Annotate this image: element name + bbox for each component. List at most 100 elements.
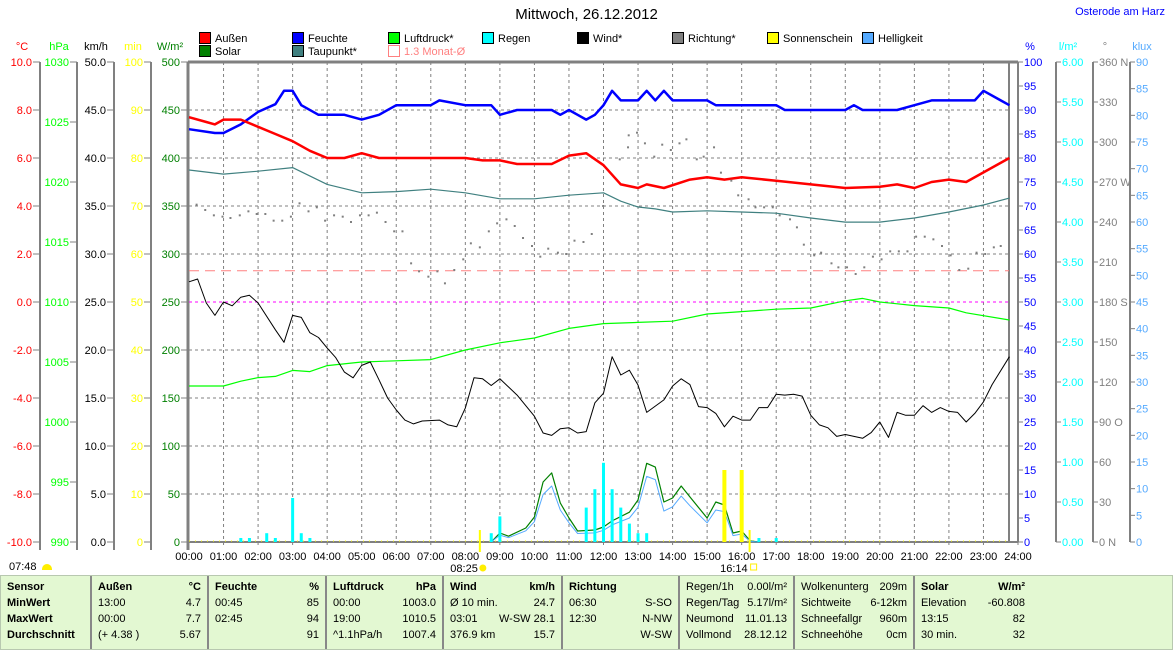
y-tick-label-pressure: 1020	[45, 177, 69, 189]
x-tick-label: 05:00	[348, 551, 376, 563]
cell-value: 1010.5	[402, 613, 436, 625]
y-tick-label-humidity: 30	[1024, 393, 1036, 405]
table-header-row: Außen °C	[98, 579, 201, 595]
axis-unit-wind: km/h	[84, 41, 108, 53]
point-richtung	[453, 269, 456, 271]
legend-swatch	[199, 45, 211, 57]
cell-label: 00:45	[215, 597, 243, 609]
x-tick-label: 21:00	[901, 551, 929, 563]
y-tick-label-humidity: 70	[1024, 201, 1036, 213]
point-richtung	[247, 210, 250, 213]
y-tick-label-humidity: 10	[1024, 489, 1036, 501]
point-richtung	[975, 251, 978, 254]
point-richtung	[820, 251, 823, 254]
point-richtung	[264, 213, 267, 215]
table-row: (+ 4.38 ) 5.67	[98, 627, 201, 643]
cell-value: 4.7	[185, 597, 201, 609]
point-richtung	[427, 275, 430, 278]
table-row: Sichtweite 6-12km	[801, 595, 907, 611]
table-row: Vollmond 28.12.12	[686, 627, 787, 643]
point-richtung	[298, 202, 301, 205]
axis-unit-direction: °	[1103, 41, 1107, 53]
cell-value: km/h	[529, 581, 555, 593]
point-richtung	[443, 282, 446, 285]
y-tick-label-sunshine: 50	[131, 297, 143, 309]
bar-regen	[610, 489, 614, 542]
bar-regen	[489, 533, 493, 542]
table-row: Ø 10 min. 24.7	[450, 595, 555, 611]
legend-item-taupunkt: Taupunkt*	[292, 45, 357, 58]
legend-swatch	[388, 32, 400, 44]
point-richtung	[763, 206, 766, 209]
chart-title: Mittwoch, 26.12.2012	[515, 6, 658, 23]
sunset-icon	[750, 563, 758, 571]
y-tick-label-rain: 4.00	[1062, 217, 1083, 229]
cell-label: 06:30	[569, 597, 597, 609]
x-tick-label: 16:00	[728, 551, 756, 563]
point-richtung	[737, 194, 740, 197]
axis-unit-sunshine: min	[124, 41, 142, 53]
y-tick-label-rain: 6.00	[1062, 57, 1083, 69]
y-tick-label-humidity: 25	[1024, 417, 1036, 429]
cell-value: 94	[306, 613, 319, 625]
y-tick-label-humidity: 40	[1024, 345, 1036, 357]
cell-label: 00:00	[98, 613, 126, 625]
point-richtung	[863, 266, 866, 269]
table-row: Regen/1h 0.00l/m²	[686, 579, 787, 595]
x-tick-label: 15:00	[693, 551, 721, 563]
y-tick-label-temp: -2.0	[13, 345, 32, 357]
x-tick-label: 04:00	[313, 551, 341, 563]
y-tick-label-solar: 350	[162, 201, 180, 213]
bar-regen	[645, 533, 649, 542]
y-tick-label-wind: 0.0	[91, 537, 106, 549]
table-section-solar: Solar W/m² Elevation -60.808 13:15 82 30 min. 3…	[913, 576, 1031, 649]
cell-label: Schneehöhe	[801, 629, 863, 641]
y-tick-label-temp: 4.0	[17, 201, 32, 213]
cell-value: 6-12km	[870, 597, 907, 609]
y-tick-label-light: 0	[1136, 537, 1142, 549]
legend-label: Luftdruck*	[404, 33, 454, 45]
legend-swatch	[292, 32, 304, 44]
daylength-value: 07:48	[9, 561, 37, 573]
table-row: ^1.1hPa/h 1007.4	[333, 627, 436, 643]
x-tick-label: 06:00	[382, 551, 410, 563]
x-tick-label: 11:00	[556, 551, 583, 563]
point-richtung	[653, 155, 656, 158]
cell-value: 0.00l/m²	[747, 581, 787, 593]
bar-regen	[498, 516, 502, 542]
cell-label: Feuchte	[215, 581, 258, 593]
table-row: Regen/Tag 5.17l/m²	[686, 595, 787, 611]
y-tick-label-light: 45	[1136, 297, 1148, 309]
point-richtung	[582, 241, 585, 243]
series-line-helligkeit	[490, 475, 759, 543]
y-tick-label-humidity: 50	[1024, 297, 1036, 309]
point-richtung	[195, 203, 198, 206]
legend-item-regen: Regen	[482, 32, 530, 45]
point-richtung	[702, 155, 705, 158]
point-richtung	[229, 217, 232, 219]
x-tick-label: 01:00	[210, 551, 238, 563]
cell-label: 19:00	[333, 613, 361, 625]
y-tick-label-temp: 8.0	[17, 105, 32, 117]
point-richtung	[789, 218, 792, 221]
location-label: Osterode am Harz	[1075, 6, 1165, 18]
cell-value: 91	[306, 629, 319, 641]
cell-value: N-NW	[642, 613, 672, 625]
series-line-luftdruck	[189, 297, 1010, 387]
y-tick-label-light: 35	[1136, 350, 1148, 362]
y-tick-label-pressure: 990	[51, 537, 69, 549]
point-richtung	[384, 221, 387, 223]
y-tick-label-rain: 0.00	[1062, 537, 1083, 549]
y-tick-label-wind: 15.0	[85, 393, 106, 405]
point-richtung	[713, 146, 716, 149]
legend-item-luftdruck: Luftdruck*	[388, 32, 454, 45]
bar-regen	[265, 533, 269, 542]
cell-label: Vollmond	[686, 629, 732, 641]
y-tick-label-sunshine: 0	[137, 537, 143, 549]
y-tick-label-temp: -4.0	[13, 393, 32, 405]
point-richtung	[854, 273, 857, 275]
axis-unit-light: klux	[1132, 41, 1152, 53]
cell-label: Durchschnitt	[7, 629, 75, 641]
point-richtung	[367, 214, 370, 217]
y-tick-label-pressure: 1025	[45, 117, 69, 129]
